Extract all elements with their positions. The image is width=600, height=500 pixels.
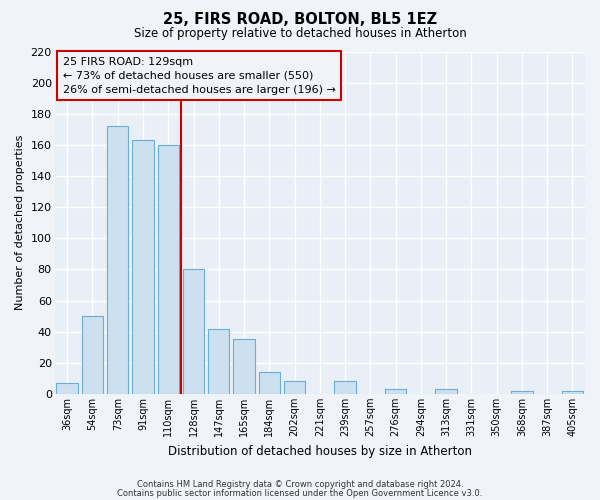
Bar [334, 382, 356, 394]
Bar [385, 389, 406, 394]
Bar [132, 140, 154, 394]
Bar [511, 391, 533, 394]
Bar [284, 382, 305, 394]
Text: 25 FIRS ROAD: 129sqm
← 73% of detached houses are smaller (550)
26% of semi-deta: 25 FIRS ROAD: 129sqm ← 73% of detached h… [62, 56, 335, 94]
X-axis label: Distribution of detached houses by size in Atherton: Distribution of detached houses by size … [168, 444, 472, 458]
Bar [436, 389, 457, 394]
Bar [183, 270, 204, 394]
Bar [562, 391, 583, 394]
Bar [208, 328, 229, 394]
Bar [107, 126, 128, 394]
Bar [259, 372, 280, 394]
Text: Contains HM Land Registry data © Crown copyright and database right 2024.: Contains HM Land Registry data © Crown c… [137, 480, 463, 489]
Bar [82, 316, 103, 394]
Text: Size of property relative to detached houses in Atherton: Size of property relative to detached ho… [134, 28, 466, 40]
Text: 25, FIRS ROAD, BOLTON, BL5 1EZ: 25, FIRS ROAD, BOLTON, BL5 1EZ [163, 12, 437, 28]
Bar [233, 340, 255, 394]
Bar [158, 145, 179, 394]
Y-axis label: Number of detached properties: Number of detached properties [15, 135, 25, 310]
Text: Contains public sector information licensed under the Open Government Licence v3: Contains public sector information licen… [118, 489, 482, 498]
Bar [56, 383, 78, 394]
